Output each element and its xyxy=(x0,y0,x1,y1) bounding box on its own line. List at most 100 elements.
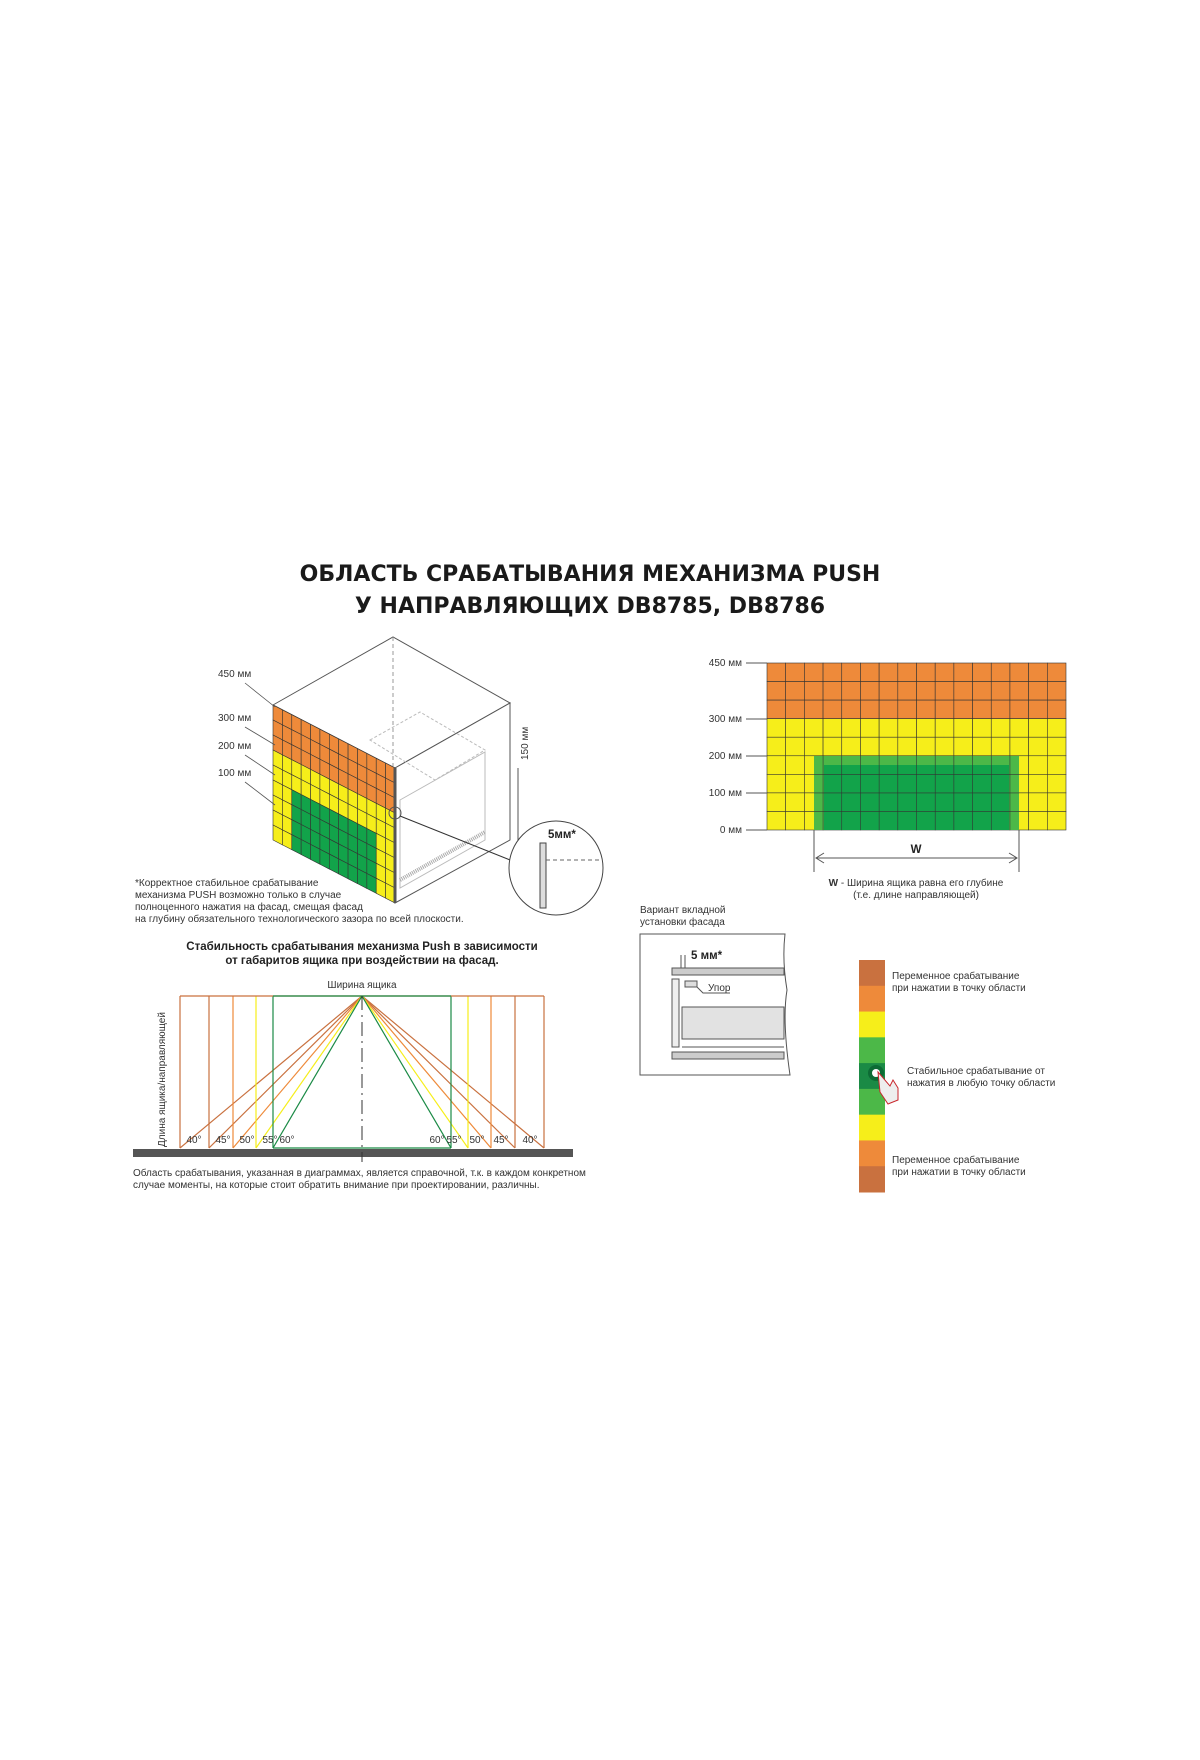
angle-label: 50° xyxy=(469,1135,484,1146)
legend-stable-1: Стабильное срабатывание от xyxy=(907,1065,1045,1077)
grid-cell xyxy=(785,718,805,738)
legend-segment xyxy=(859,1140,885,1167)
cube-level-labels: 450 мм 300 мм 200 мм 100 мм 150 мм xyxy=(218,669,531,806)
cube-level-100: 100 мм xyxy=(218,768,251,779)
cube-level-300: 300 мм xyxy=(218,713,251,724)
grid-cell xyxy=(1028,662,1048,682)
grid-cell xyxy=(804,718,824,738)
grid-cell xyxy=(860,736,880,757)
grid-cell xyxy=(804,699,824,719)
y-label-100: 100 мм xyxy=(709,788,742,799)
grid-cell xyxy=(916,699,936,719)
grid-cell xyxy=(934,699,955,719)
grid-cell xyxy=(953,681,973,701)
grid-cell xyxy=(1047,792,1067,812)
cube-illustration xyxy=(271,636,519,904)
grid-cell xyxy=(897,681,917,701)
y-label-0: 0 мм xyxy=(720,825,742,836)
grid-cell xyxy=(934,718,955,738)
grid-cell xyxy=(841,699,861,719)
hand-press-icon xyxy=(868,1065,899,1105)
grid-cell xyxy=(1009,736,1029,757)
grid-cell xyxy=(785,699,805,719)
caption-w: W xyxy=(829,878,839,889)
grid-cell xyxy=(822,681,843,701)
zone-caption-2: (т.е. длине направляющей) xyxy=(853,890,979,901)
gap-label: 5мм* xyxy=(548,829,576,841)
grid-cell xyxy=(953,736,973,757)
angle-line xyxy=(208,995,363,1149)
grid-cell xyxy=(897,736,917,757)
grid-cell xyxy=(1028,774,1048,794)
stop-label: Упор xyxy=(708,983,731,994)
grid-cell xyxy=(990,718,1011,738)
grid-cell xyxy=(841,718,861,738)
grid-cell xyxy=(1028,736,1048,757)
grid-cell xyxy=(785,774,805,794)
cube-height-label: 150 мм xyxy=(520,727,531,760)
grid-cell xyxy=(1028,718,1048,738)
legend-variable-top-2: при нажатии в точку области xyxy=(892,982,1026,994)
grid-cell xyxy=(953,718,973,738)
grid-cell xyxy=(1009,662,1029,682)
legend-variable-bottom-1: Переменное срабатывание xyxy=(892,1154,1020,1166)
grid-cell xyxy=(878,736,899,757)
grid-cell xyxy=(878,681,899,701)
footnote-line: на глубину обязательного технологическог… xyxy=(135,913,464,925)
grid-cell xyxy=(1047,755,1067,775)
grid-cell xyxy=(785,755,805,775)
grid-cell xyxy=(990,736,1011,757)
fan-title-2: от габаритов ящика при воздействии на фа… xyxy=(225,955,498,967)
footnote-line: *Корректное стабильное срабатывание xyxy=(135,877,319,889)
zone-chart-grid xyxy=(766,662,1067,831)
grid-cell xyxy=(878,662,899,682)
grid-cell xyxy=(897,662,917,682)
grid-cell xyxy=(785,736,805,757)
grid-cell xyxy=(1047,681,1067,701)
grid-cell xyxy=(841,736,861,757)
angle-label: 40° xyxy=(522,1135,537,1146)
grid-cell xyxy=(1047,811,1067,831)
grid-cell xyxy=(990,699,1011,719)
grid-cell xyxy=(916,718,936,738)
facade-grid xyxy=(273,705,395,903)
grid-cell xyxy=(766,718,786,738)
grid-cell xyxy=(916,736,936,757)
angle-line xyxy=(361,995,469,1149)
grid-cell xyxy=(766,755,786,775)
angle-label: 45° xyxy=(493,1135,508,1146)
grid-cell xyxy=(1028,792,1048,812)
w-label: W xyxy=(911,844,922,856)
inset-title-2: установки фасада xyxy=(640,916,725,928)
legend-segment xyxy=(859,960,885,987)
fan-caption-2: случае моменты, на которые стоит обратит… xyxy=(133,1179,540,1191)
grid-cell xyxy=(1009,699,1029,719)
fan-title-1: Стабильность срабатывания механизма Push… xyxy=(186,941,537,953)
angle-line xyxy=(361,995,545,1149)
grid-cell xyxy=(1028,699,1048,719)
angle-line xyxy=(361,995,492,1149)
y-label-450: 450 мм xyxy=(709,658,742,669)
grid-cell xyxy=(785,811,805,831)
legend-segment xyxy=(859,1037,885,1064)
legend-variable-top-1: Переменное срабатывание xyxy=(892,970,1020,982)
grid-cell xyxy=(972,736,992,757)
grid-cell xyxy=(1047,736,1067,757)
angle-line xyxy=(179,995,363,1149)
grid-cell xyxy=(934,681,955,701)
cube-facade-grid xyxy=(273,705,395,903)
fan-caption-1: Область срабатывания, указанная в диагра… xyxy=(133,1167,586,1179)
fan-side-label: Длина ящика/направляющей xyxy=(157,1012,168,1147)
angle-line xyxy=(361,995,452,1149)
grid-cell xyxy=(972,662,992,682)
angle-label: 55° xyxy=(446,1135,461,1146)
grid-cell xyxy=(841,681,861,701)
angle-line xyxy=(255,995,363,1149)
grid-cell xyxy=(1047,774,1067,794)
grid-cell xyxy=(766,774,786,794)
grid-cell xyxy=(1009,681,1029,701)
base-floor xyxy=(133,1149,573,1157)
grid-cell xyxy=(804,681,824,701)
zone-caption: W - Ширина ящика равна его глубине xyxy=(829,877,1004,889)
grid-cell xyxy=(953,662,973,682)
